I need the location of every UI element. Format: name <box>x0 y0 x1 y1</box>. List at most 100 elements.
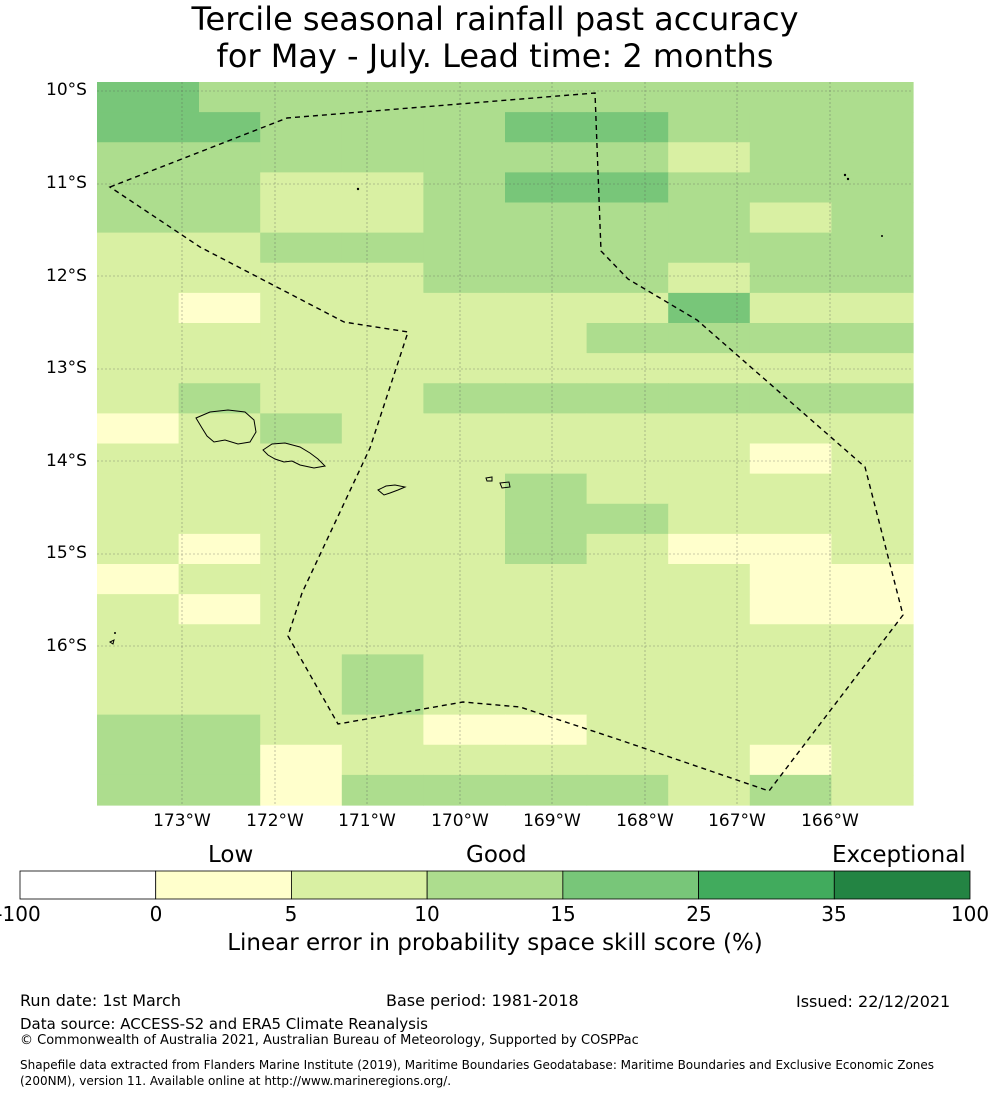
skill-cell <box>668 353 751 384</box>
skill-cell <box>505 594 588 625</box>
skill-cell <box>178 473 261 505</box>
skill-cell <box>97 624 180 655</box>
colorbar-segment <box>155 870 292 900</box>
lat-label: 11°S <box>46 173 87 193</box>
skill-cell <box>831 473 914 505</box>
skill-cell <box>423 232 506 264</box>
skill-cell <box>668 232 751 264</box>
skill-cell <box>341 473 424 505</box>
skill-cell <box>586 232 669 264</box>
skill-cell <box>831 774 914 806</box>
skill-cell <box>586 383 669 414</box>
skill-cell <box>831 353 914 384</box>
lat-label: 13°S <box>46 358 87 378</box>
category-exceptional: Exceptional <box>832 842 966 868</box>
skill-cell <box>97 142 180 173</box>
skill-cell <box>199 82 302 113</box>
skill-cell <box>341 353 424 384</box>
skill-cell <box>178 413 261 445</box>
skill-cell <box>97 202 180 234</box>
savaii-island <box>262 442 327 469</box>
skill-cell <box>586 503 669 535</box>
skill-cell <box>586 323 669 354</box>
lon-label: 167°W <box>708 811 766 831</box>
skill-cell <box>260 292 343 324</box>
skill-cell <box>423 112 506 143</box>
skill-cell <box>668 654 751 686</box>
skill-cell <box>749 383 832 414</box>
skill-cell <box>749 473 832 505</box>
skill-cell <box>586 142 669 173</box>
skill-cell <box>97 262 180 294</box>
skill-cell <box>505 202 588 234</box>
skill-cell <box>668 684 751 716</box>
skill-cell <box>178 232 261 264</box>
colorbar-tick: 10 <box>414 902 440 926</box>
skill-cell <box>178 142 261 173</box>
skill-cell <box>341 383 424 414</box>
skill-cell <box>505 684 588 716</box>
colorbar-segment <box>833 870 971 900</box>
colorbar-tick: 5 <box>284 902 298 926</box>
skill-cell <box>260 774 343 806</box>
skill-cell <box>97 82 200 113</box>
skill-cell <box>668 503 751 535</box>
skill-cell <box>749 684 832 716</box>
skill-cell <box>423 684 506 716</box>
skill-cell <box>97 353 180 384</box>
skill-cell <box>831 262 914 294</box>
skill-cell <box>505 353 588 384</box>
skill-cell <box>97 323 180 354</box>
colorbar-tick: -100 <box>0 902 41 926</box>
skill-cell <box>668 714 751 746</box>
skill-cell <box>178 654 261 686</box>
skill-cell <box>260 564 343 595</box>
skill-cell <box>668 202 751 234</box>
skill-cell <box>341 533 424 565</box>
colorbar-tick: 25 <box>686 902 712 926</box>
skill-cell <box>749 744 832 776</box>
skill-cell <box>178 353 261 384</box>
skill-cell <box>178 112 261 143</box>
skill-cell <box>260 112 343 143</box>
islet <box>843 173 847 177</box>
skill-cell <box>505 744 588 776</box>
skill-cell <box>831 202 914 234</box>
skill-cell <box>97 744 180 776</box>
skill-cell <box>505 473 588 505</box>
skill-cell <box>260 413 343 445</box>
skill-cell <box>668 262 751 294</box>
colorbar-segment <box>19 870 157 900</box>
data-source: Data source: ACCESS-S2 and ERA5 Climate … <box>20 1015 428 1033</box>
skill-cell <box>505 443 588 475</box>
lat-label: 12°S <box>46 266 87 286</box>
title-line-1: Tercile seasonal rainfall past accuracy <box>191 0 799 38</box>
skill-cell <box>668 383 751 414</box>
skill-cell <box>749 413 832 445</box>
skill-cell <box>586 594 669 625</box>
skill-cell <box>668 594 751 625</box>
skill-cell <box>97 503 180 535</box>
skill-cell <box>586 353 669 384</box>
skill-cell <box>423 413 506 445</box>
skill-cell <box>178 744 261 776</box>
skill-cell <box>586 112 669 143</box>
skill-cell <box>831 443 914 475</box>
lon-label: 173°W <box>153 811 211 831</box>
skill-cell <box>749 774 832 806</box>
skill-cell <box>341 744 424 776</box>
skill-cell <box>831 292 914 324</box>
skill-cell <box>586 172 669 204</box>
skill-cell <box>505 383 588 414</box>
colorbar-segment <box>698 870 835 900</box>
skill-cell <box>505 413 588 445</box>
skill-cell <box>505 654 588 686</box>
skill-cell <box>423 323 506 354</box>
skill-cell <box>423 503 506 535</box>
skill-cell <box>668 774 751 806</box>
skill-cell <box>260 594 343 625</box>
skill-cell <box>505 232 588 264</box>
skill-cell <box>423 142 506 173</box>
colorbar-segment <box>291 870 428 900</box>
skill-cell <box>178 503 261 535</box>
